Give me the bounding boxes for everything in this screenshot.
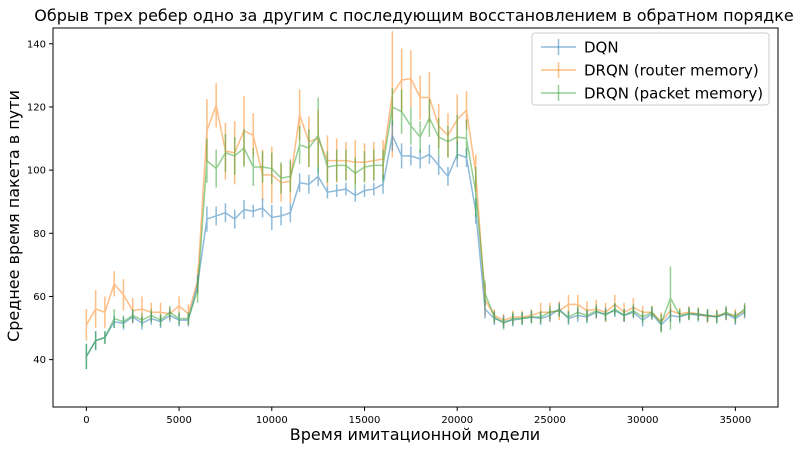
legend-label: DRQN (router memory) — [584, 62, 759, 80]
x-tick-label: 0 — [83, 415, 89, 426]
chart-title: Обрыв трех ребер одно за другим с послед… — [34, 6, 793, 25]
legend-label: DQN — [584, 39, 619, 57]
x-tick-label: 30000 — [627, 415, 659, 426]
x-axis-label: Время имитационной модели — [290, 425, 540, 444]
legend-label: DRQN (packet memory) — [584, 85, 763, 103]
series-2 — [85, 88, 746, 370]
y-tick-label: 40 — [33, 355, 46, 366]
legend-box — [531, 32, 770, 106]
series-line — [85, 77, 745, 326]
x-tick-label: 35000 — [719, 415, 751, 426]
x-tick-label: 10000 — [256, 415, 288, 426]
y-tick-label: 60 — [33, 292, 46, 303]
legend: DQN DRQN (router memory) DRQN (packet memo… — [531, 32, 770, 106]
series-line — [85, 132, 746, 357]
series-line — [85, 105, 746, 357]
plot-frame — [52, 27, 779, 408]
y-tick-label: 80 — [33, 229, 46, 240]
x-tick-label: 25000 — [534, 415, 566, 426]
y-tick-label: 100 — [27, 166, 46, 177]
x-tick-label: 5000 — [166, 415, 191, 426]
legend-item: DQN — [541, 39, 619, 57]
legend-item: DRQN (router memory) — [541, 62, 759, 80]
x-tick-label: 15000 — [349, 415, 381, 426]
y-tick-label: 120 — [27, 102, 46, 113]
plot-area — [85, 31, 746, 370]
series-0 — [85, 119, 746, 370]
x-tick-label: 20000 — [441, 415, 473, 426]
legend-item: DRQN (packet memory) — [541, 85, 763, 103]
axes: 0 5000 10000 15000 20000 25000 30000 35000 40 60 8… — [27, 39, 751, 426]
y-tick-label: 140 — [27, 39, 46, 50]
y-axis-label: Среднее время пакета в пути — [4, 90, 23, 342]
